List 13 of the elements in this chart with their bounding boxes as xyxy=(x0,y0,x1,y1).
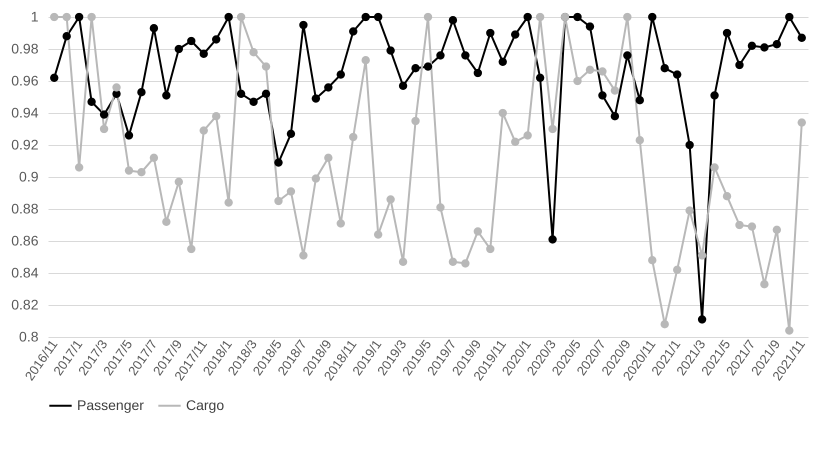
y-tick-label: 1 xyxy=(30,8,39,24)
legend-label: Cargo xyxy=(186,396,224,413)
y-tick-label: 0.92 xyxy=(11,136,39,152)
y-tick-label: 0.82 xyxy=(11,296,39,312)
y-tick-label: 0.9 xyxy=(19,168,39,184)
y-tick-label: 0.86 xyxy=(11,232,39,248)
legend-label: Passenger xyxy=(77,396,144,413)
y-tick-label: 0.88 xyxy=(11,200,39,216)
y-tick-label: 0.98 xyxy=(11,40,39,56)
y-tick-label: 0.8 xyxy=(19,328,39,344)
y-tick-label: 0.84 xyxy=(11,264,39,280)
y-tick-label: 0.94 xyxy=(11,104,39,120)
y-tick-label: 0.96 xyxy=(11,72,39,88)
